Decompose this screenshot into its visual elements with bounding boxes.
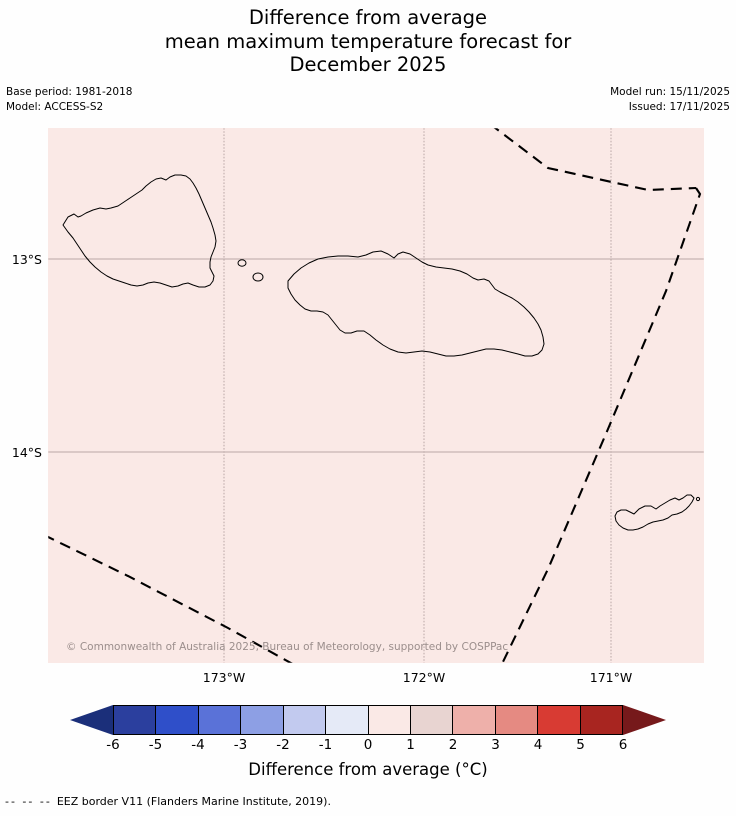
colorbar-bin-5: [326, 706, 369, 734]
colorbar-title: Difference from average (°C): [248, 760, 488, 779]
title-line-1: Difference from average: [248, 6, 488, 29]
colorbar[interactable]: -6 -5 -4 -3 -2 -1 0 1 2 3 4 5 6: [0, 700, 736, 753]
eez-border-north: [493, 128, 697, 192]
colorbar-under-arrow: [70, 705, 113, 735]
upolu-island: [287, 250, 545, 357]
colorbar-bin-10: [538, 706, 581, 734]
colorbar-bin-1: [156, 706, 199, 734]
footer-legend: -- -- -- EEZ border V11 (Flanders Marine…: [5, 795, 331, 808]
colorbar-tick-4: 4: [533, 737, 543, 753]
colorbar-tick-1: 1: [406, 737, 415, 753]
colorbar-tick--5: -5: [148, 737, 163, 753]
colorbar-bin-8: [453, 706, 496, 734]
colorbar-tick-5: 5: [576, 737, 585, 753]
ytick-13S: 13°S: [11, 252, 42, 267]
map-panel[interactable]: © Commonwealth of Australia 2025, Bureau…: [48, 128, 704, 663]
page-title: Difference from average mean maximum tem…: [0, 6, 736, 77]
eez-legend-text: EEZ border V11 (Flanders Marine Institut…: [56, 795, 331, 808]
savaii-island: [62, 174, 217, 288]
colorbar-tick-2: 2: [448, 737, 458, 753]
colorbar-bin-6: [368, 706, 411, 734]
xtick-173W: 173°W: [202, 670, 246, 685]
colorbar-tick--4: -4: [191, 737, 205, 753]
colorbar-swatches[interactable]: [113, 705, 623, 735]
colorbar-tick--1: -1: [318, 737, 333, 753]
model-label: Model: ACCESS-S2: [6, 101, 104, 113]
manono-island: [252, 272, 264, 282]
eez-border-lines: [48, 128, 702, 663]
eez-border-southwest: [48, 535, 293, 663]
issued-label: Issued: 17/11/2025: [628, 101, 730, 113]
title-line-3: December 2025: [289, 53, 447, 76]
colorbar-tick--3: -3: [233, 737, 248, 753]
colorbar-bin-7: [410, 706, 454, 734]
colorbar-bin-3: [241, 706, 284, 734]
colorbar-bin-0: [114, 706, 157, 734]
eez-border-east: [501, 187, 702, 663]
colorbar-tick-6: 6: [618, 737, 628, 753]
base-period-label: Base period: 1981-2018: [6, 86, 133, 98]
eez-dash-key: -- -- --: [5, 795, 52, 808]
ytick-14S: 14°S: [11, 445, 42, 460]
colorbar-tick-3: 3: [491, 737, 500, 753]
colorbar-bin-9: [495, 706, 539, 734]
map-gridlines: [48, 128, 704, 663]
apolima-island: [237, 259, 247, 267]
colorbar-over-arrow: [623, 705, 666, 735]
colorbar-tick--2: -2: [276, 737, 290, 753]
colorbar-tick-0: 0: [363, 737, 373, 753]
xtick-171W: 171°W: [589, 670, 633, 685]
tutuila-island: [614, 494, 701, 531]
colorbar-bin-4: [283, 706, 327, 734]
colorbar-tick--6: -6: [106, 737, 120, 753]
colorbar-bin-2: [198, 706, 242, 734]
colorbar-bin-11: [580, 706, 623, 734]
model-run-label: Model run: 15/11/2025: [610, 86, 730, 98]
xtick-172W: 172°W: [402, 670, 446, 685]
title-line-2: mean maximum temperature forecast for: [164, 29, 572, 53]
